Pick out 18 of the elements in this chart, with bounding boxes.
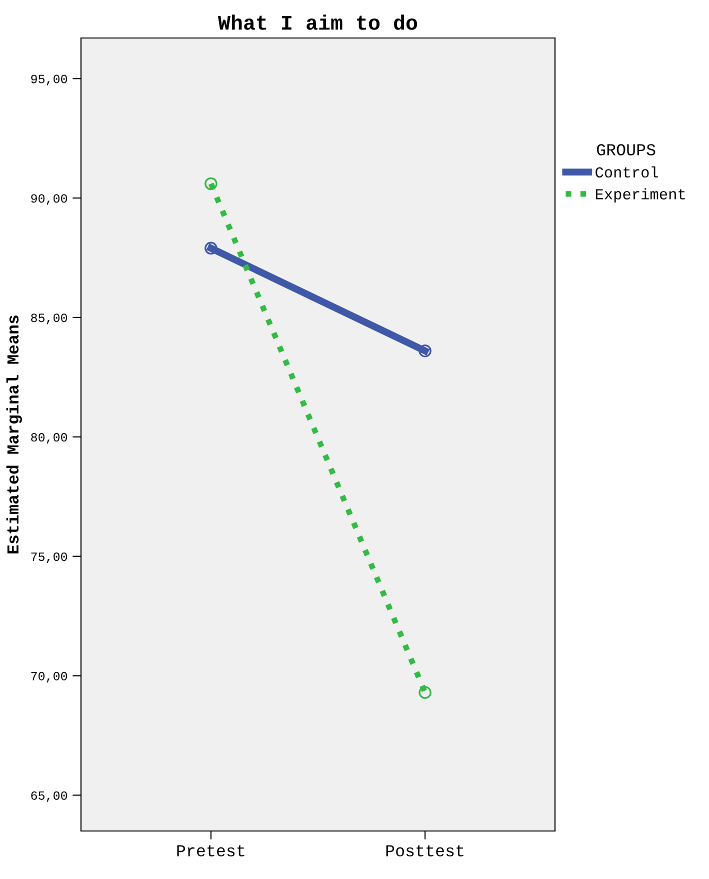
- x-tick-label: Pretest: [177, 845, 244, 856]
- y-tick-label: 70,00: [31, 672, 68, 682]
- x-tick-label: Posttest: [386, 845, 464, 856]
- y-tick-label: 65,00: [31, 791, 68, 802]
- chart-title: What I aim to do: [218, 14, 418, 30]
- legend-label: Control: [596, 166, 658, 178]
- point: [418, 686, 432, 699]
- legend-title: GROUPS: [596, 144, 656, 156]
- point: [204, 177, 218, 190]
- y-tick-label: 95,00: [31, 74, 68, 86]
- y-tick-label: 85,00: [31, 314, 68, 324]
- point: [204, 242, 218, 255]
- y-axis-title: Estimated Marginal Means: [6, 316, 22, 554]
- y-tick-label: 80,00: [31, 433, 68, 444]
- point: [418, 344, 432, 358]
- legend-label: Experiment: [596, 188, 685, 202]
- y-tick-label: 75,00: [31, 552, 68, 564]
- y-tick-label: 90,00: [31, 194, 68, 205]
